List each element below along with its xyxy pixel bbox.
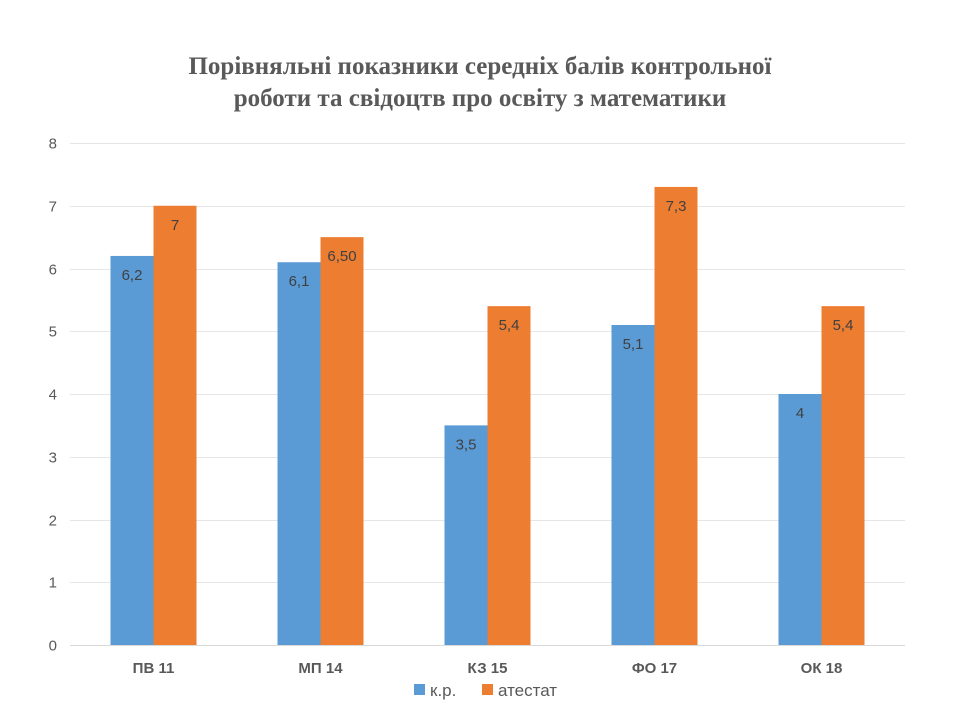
y-tick-label: 6: [49, 262, 57, 279]
bar-atestat: [821, 306, 865, 645]
chart-title-line-1: Порівняльні показники середніх балів кон…: [188, 53, 772, 80]
data-label: 3,5: [456, 436, 477, 453]
y-tick-label: 4: [49, 387, 57, 404]
y-tick-label: 0: [49, 638, 57, 655]
bar-atestat: [654, 186, 698, 646]
bar-atestat: [487, 306, 531, 645]
legend-label-kr: к.р.: [430, 681, 456, 700]
data-label: 4: [796, 405, 804, 422]
x-tick-label: ФО 17: [632, 660, 677, 677]
bar-kr: [611, 324, 655, 645]
x-tick-label: МП 14: [298, 660, 343, 677]
legend-swatch-kr: [414, 684, 425, 695]
data-label: 5,1: [623, 336, 644, 353]
bar-kr: [444, 425, 488, 645]
bar-kr: [277, 262, 321, 645]
x-tick-label: ОК 18: [801, 660, 843, 677]
x-tick-label: ПВ 11: [133, 660, 175, 677]
bar-atestat: [320, 237, 364, 645]
y-tick-label: 2: [49, 513, 57, 530]
data-label: 7: [171, 217, 179, 234]
data-label: 6,50: [327, 248, 356, 265]
data-label: 7,3: [666, 198, 687, 215]
y-tick-label: 5: [49, 324, 57, 341]
y-tick-label: 8: [49, 136, 57, 153]
y-tick-label: 3: [49, 450, 57, 467]
y-tick-label: 1: [49, 575, 57, 592]
y-tick-label: 7: [49, 199, 57, 216]
chart-title-line-2: роботи та свідоцтв про освіту з математи…: [234, 85, 727, 112]
bar-atestat: [153, 205, 197, 645]
bar-kr: [778, 394, 822, 645]
legend: к.р. атестат: [414, 681, 557, 700]
data-label: 6,1: [289, 273, 310, 290]
data-label: 5,4: [833, 317, 854, 334]
x-tick-label: КЗ 15: [468, 660, 508, 677]
legend-label-atestat: атестат: [498, 681, 557, 700]
legend-swatch-atestat: [482, 684, 493, 695]
data-label: 5,4: [499, 317, 520, 334]
bar-kr: [110, 255, 154, 645]
data-label: 6,2: [122, 267, 143, 284]
